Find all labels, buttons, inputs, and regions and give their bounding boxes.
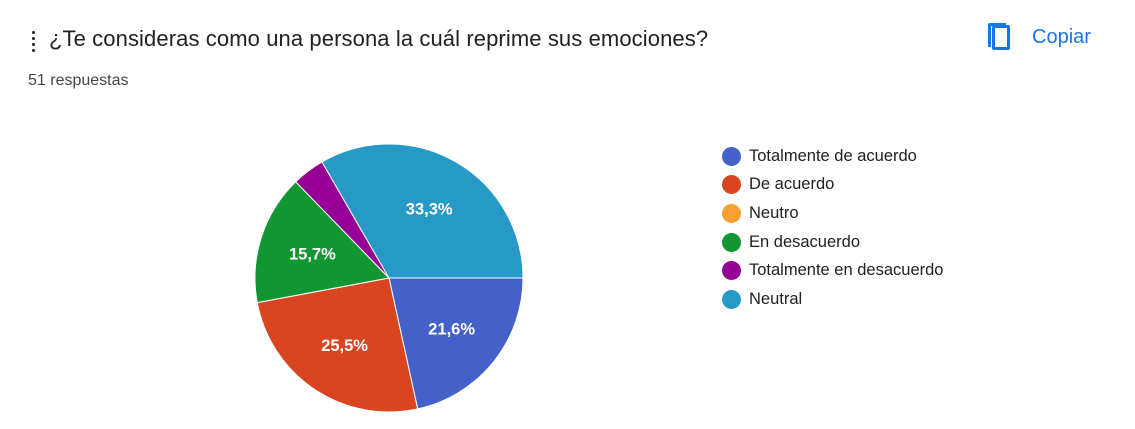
pie-slice-0[interactable] (388, 277, 524, 410)
legend-item[interactable]: Totalmente en desacuerdo (722, 256, 943, 285)
slice-label-1: 25,5% (321, 337, 368, 355)
copy-icon (988, 23, 1010, 50)
legend-swatch (722, 146, 741, 166)
slice-label-5: 33,3% (406, 200, 453, 218)
legend-label: Neutral (749, 289, 803, 308)
legend-swatch (722, 232, 741, 252)
legend-swatch (722, 261, 741, 281)
legend-label: Totalmente de acuerdo (749, 146, 917, 165)
legend-item[interactable]: Totalmente de acuerdo (722, 142, 943, 171)
pie-slice-3[interactable] (254, 181, 391, 304)
slice-label-3: 15,7% (289, 246, 336, 264)
pie-slice-5[interactable] (321, 143, 524, 279)
legend-label: Totalmente en desacuerdo (749, 261, 944, 280)
legend-item[interactable]: De acuerdo (722, 171, 943, 200)
legend-swatch (722, 203, 741, 223)
response-count: 51 respuestas (28, 72, 129, 89)
pie-chart: 21,6% 25,5% 15,7% 33,3% (254, 143, 524, 413)
drag-handle-icon[interactable] (31, 30, 37, 52)
slice-label-0: 21,6% (428, 320, 475, 338)
legend-label: De acuerdo (749, 175, 835, 194)
legend-swatch (722, 175, 741, 195)
pie-slice-1[interactable] (256, 277, 419, 413)
chart-legend: Totalmente de acuerdo De acuerdo Neutro En … (722, 142, 943, 314)
legend-label: En desacuerdo (749, 232, 860, 251)
legend-item[interactable]: Neutral (722, 285, 943, 314)
legend-swatch (722, 289, 741, 309)
question-title: ¿Te consideras como una persona la cuál … (49, 26, 709, 51)
legend-label: Neutro (749, 203, 799, 222)
copy-chart-button[interactable]: Copiar (984, 18, 1114, 56)
legend-item[interactable]: En desacuerdo (722, 228, 943, 257)
copy-button-label: Copiar (1032, 25, 1091, 48)
legend-item[interactable]: Neutro (722, 199, 943, 228)
